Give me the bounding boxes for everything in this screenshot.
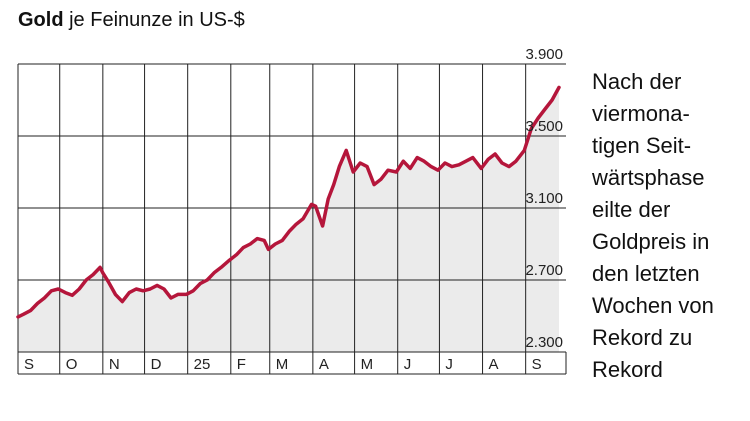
x-tick-label: S [24, 356, 34, 373]
note-line: Rekord [592, 357, 663, 382]
y-tick-label: 2.300 [525, 334, 563, 351]
x-tick-label: M [361, 356, 374, 373]
x-tick-label: M [276, 356, 289, 373]
price-area [18, 87, 559, 353]
y-tick-label: 3.500 [525, 118, 563, 135]
note-line: wärtsphase [592, 165, 705, 190]
chart-title: Gold je Feinunze in US-$ [18, 9, 245, 32]
x-tick-label: D [151, 356, 162, 373]
note-line: Goldpreis in [592, 229, 710, 254]
y-tick-label: 2.700 [525, 262, 563, 279]
x-tick-label: O [66, 356, 78, 373]
area-layer [18, 87, 559, 353]
note-line: Rekord zu [592, 325, 693, 350]
price-line [16, 85, 561, 319]
note-line: den letzten [592, 261, 700, 286]
title-bold: Gold [18, 9, 64, 31]
title-rest: je Feinunze in US-$ [69, 9, 245, 31]
annotation-text: Nach der viermona- tigen Seit- wärtsphas… [592, 66, 742, 386]
x-tick-label: S [532, 356, 542, 373]
y-tick-label: 3.100 [525, 190, 563, 207]
x-tick-label: N [109, 356, 120, 373]
y-axis-labels: 2.300 2.700 3.100 3.500 3.900 [525, 46, 563, 351]
x-axis-labels: S O N D 25 F M A M J J A S [24, 356, 542, 373]
grid-layer [17, 63, 567, 375]
y-tick-label: 3.900 [525, 46, 563, 63]
line-layer [16, 85, 561, 319]
x-tick-label: F [237, 356, 246, 373]
note-line: Wochen von [592, 293, 714, 318]
note-line: Nach der [592, 69, 682, 94]
x-tick-label: J [445, 356, 453, 373]
x-tick-label: 25 [194, 356, 211, 373]
note-line: tigen Seit- [592, 133, 692, 158]
x-tick-label: J [404, 356, 412, 373]
x-tick-label: A [319, 356, 329, 373]
note-line: eilte der [592, 197, 671, 222]
note-line: viermona- [592, 101, 690, 126]
x-tick-label: A [489, 356, 499, 373]
